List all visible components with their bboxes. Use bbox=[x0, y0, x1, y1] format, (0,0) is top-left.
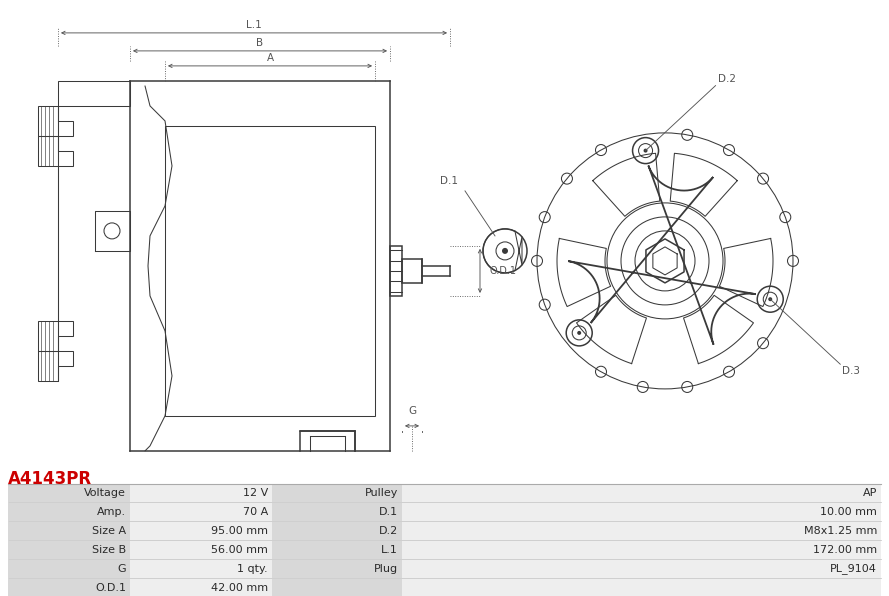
Text: B: B bbox=[256, 38, 263, 48]
Text: Plug: Plug bbox=[374, 564, 398, 574]
Bar bbox=[130, 522, 272, 540]
Bar bbox=[390, 246, 402, 296]
Text: 95.00 mm: 95.00 mm bbox=[211, 526, 268, 536]
Text: L.1: L.1 bbox=[246, 20, 262, 30]
Bar bbox=[130, 484, 272, 502]
Bar bbox=[8, 579, 130, 596]
Text: G: G bbox=[408, 406, 416, 416]
Text: D.2: D.2 bbox=[379, 526, 398, 536]
Bar bbox=[402, 522, 881, 540]
Text: 172.00 mm: 172.00 mm bbox=[813, 545, 877, 555]
Bar bbox=[402, 484, 881, 502]
Text: Size A: Size A bbox=[92, 526, 126, 536]
Bar bbox=[130, 579, 272, 596]
Bar bbox=[402, 541, 881, 559]
Text: D.1: D.1 bbox=[379, 507, 398, 517]
Text: 42.00 mm: 42.00 mm bbox=[211, 583, 268, 593]
Text: O.D.1: O.D.1 bbox=[95, 583, 126, 593]
Text: Pulley: Pulley bbox=[364, 488, 398, 498]
Text: PL_9104: PL_9104 bbox=[830, 564, 877, 575]
Text: A4143PR: A4143PR bbox=[8, 470, 92, 488]
Bar bbox=[272, 522, 402, 540]
Bar bbox=[8, 560, 130, 578]
Bar bbox=[402, 259, 422, 283]
Bar bbox=[130, 503, 272, 521]
Text: D.3: D.3 bbox=[842, 366, 861, 376]
Bar bbox=[8, 522, 130, 540]
Bar bbox=[272, 541, 402, 559]
Bar bbox=[38, 321, 58, 351]
Text: 1 qty.: 1 qty. bbox=[237, 564, 268, 574]
Circle shape bbox=[502, 248, 508, 254]
Bar bbox=[38, 106, 58, 136]
Bar bbox=[402, 560, 881, 578]
Bar bbox=[8, 541, 130, 559]
Bar bbox=[8, 484, 130, 502]
Text: Amp.: Amp. bbox=[97, 507, 126, 517]
Text: 10.00 mm: 10.00 mm bbox=[821, 507, 877, 517]
Bar bbox=[272, 579, 402, 596]
Text: L.1: L.1 bbox=[381, 545, 398, 555]
Bar bbox=[272, 484, 402, 502]
Text: 56.00 mm: 56.00 mm bbox=[211, 545, 268, 555]
Text: D.1: D.1 bbox=[440, 176, 458, 186]
Circle shape bbox=[768, 297, 773, 301]
Bar bbox=[130, 541, 272, 559]
Bar bbox=[38, 351, 58, 381]
Bar bbox=[38, 136, 58, 166]
Text: Voltage: Voltage bbox=[84, 488, 126, 498]
Text: D.2: D.2 bbox=[717, 73, 735, 83]
Bar bbox=[272, 560, 402, 578]
Bar bbox=[402, 503, 881, 521]
Bar bbox=[402, 579, 881, 596]
Text: 70 A: 70 A bbox=[243, 507, 268, 517]
Text: AP: AP bbox=[862, 488, 877, 498]
Text: M8x1.25 mm: M8x1.25 mm bbox=[804, 526, 877, 536]
Bar bbox=[8, 503, 130, 521]
Text: 12 V: 12 V bbox=[243, 488, 268, 498]
Text: A: A bbox=[267, 53, 274, 63]
Text: G: G bbox=[117, 564, 126, 574]
Bar bbox=[130, 560, 272, 578]
Bar bbox=[272, 503, 402, 521]
Circle shape bbox=[577, 331, 581, 335]
Text: Size B: Size B bbox=[92, 545, 126, 555]
Bar bbox=[165, 126, 375, 416]
Text: O.D.1: O.D.1 bbox=[490, 266, 517, 276]
Circle shape bbox=[644, 148, 647, 153]
